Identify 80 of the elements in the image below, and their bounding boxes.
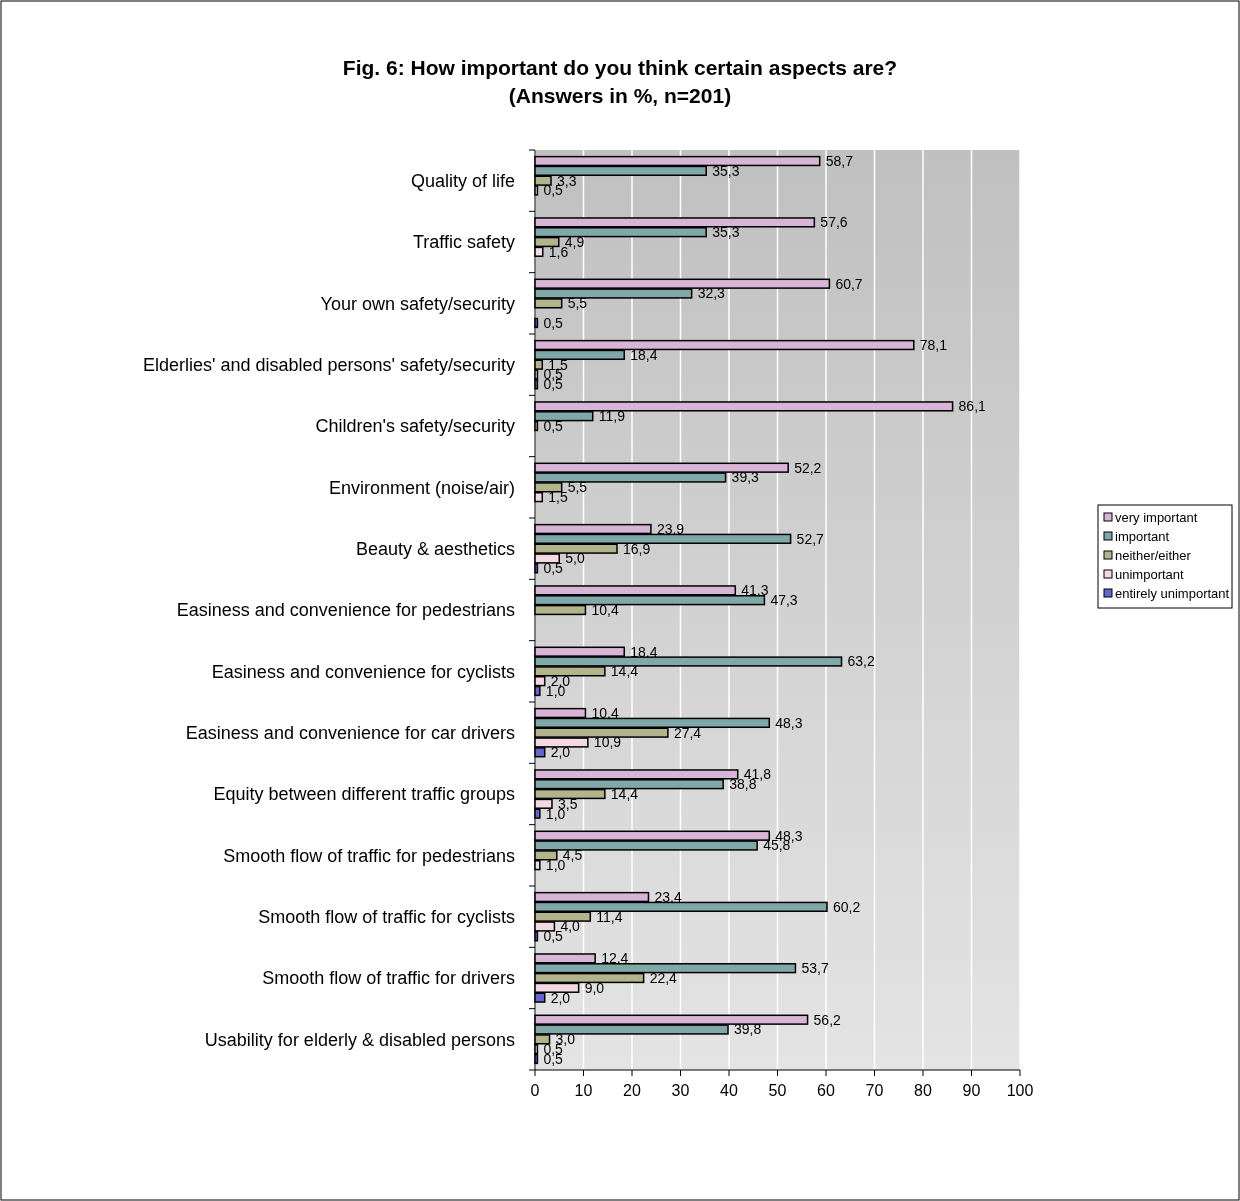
data-label: 0,5 [543,314,564,331]
legend-label: important [1115,528,1170,544]
legend-label: unimportant [1115,566,1185,582]
data-label: 32,3 [697,285,726,302]
data-label: 56,2 [813,1011,842,1028]
data-label: 27,4 [673,724,702,741]
data-label: 52,7 [796,530,825,547]
y-tick-label: Easiness and convenience for car drivers [185,722,515,743]
data-label: 35,3 [712,162,740,179]
data-label: 60,7 [835,275,863,292]
data-label: 41,3 [741,582,769,599]
data-label: 10,4 [591,704,619,721]
data-label: 1,0 [545,857,566,874]
x-tick-label: 30 [671,1082,690,1099]
data-label: 10,4 [591,601,619,618]
data-label: 47,3 [770,592,798,609]
data-label: 5,5 [567,295,588,312]
x-tick-label: 50 [768,1082,787,1099]
data-label: 2,0 [550,744,571,761]
data-label: 1,5 [548,489,568,506]
y-tick-label: Environment (noise/air) [328,477,515,498]
data-label: 39,8 [734,1021,762,1038]
data-label: 53,7 [801,960,829,977]
y-tick-label: Beauty & aesthetics [355,538,515,559]
y-tick-label: Smooth flow of traffic for cyclists [258,906,515,927]
data-label: 22,4 [649,969,678,986]
data-label: 16,9 [622,540,651,557]
x-tick-label: 40 [720,1082,738,1099]
data-label: 48,3 [775,714,803,731]
y-tick-label: Elderlies' and disabled persons' safety/security [142,354,515,375]
x-tick-label: 80 [914,1082,932,1099]
x-tick-label: 0 [530,1082,540,1099]
data-label: 14,4 [610,663,639,680]
data-label: 14,4 [610,785,639,802]
x-tick-label: 10 [574,1082,593,1099]
x-tick-label: 70 [865,1082,884,1099]
x-tick-label: 100 [1006,1082,1034,1099]
data-label: 86,1 [958,398,987,415]
data-label: 35,3 [712,224,740,241]
data-label: 57,6 [820,214,848,231]
data-label: 4,9 [564,233,585,250]
y-tick-label: Easiness and convenience for cyclists [211,661,515,682]
data-label: 11,9 [598,408,626,425]
chart-subtitle: (Answers in %, n=201) [508,84,732,107]
data-label: 0,5 [543,560,564,577]
data-label: 9,0 [584,979,605,996]
y-tick-label: Usability for elderly & disabled persons [204,1029,515,1050]
y-tick-label: Quality of life [410,170,515,191]
legend-label: very important [1115,509,1198,525]
data-label: 60,2 [832,898,861,915]
data-label: 5,5 [567,479,588,496]
x-tick-label: 60 [817,1082,835,1099]
y-tick-label: Traffic safety [412,232,515,253]
data-label: 52,2 [794,459,822,476]
data-label: 10,9 [593,734,622,751]
chart-title: Fig. 6: How important do you think certain aspects are? [342,56,898,79]
data-label: 5,0 [565,550,585,567]
data-label: 23,9 [656,520,685,537]
y-tick-label: Easiness and convenience for pedestrians [176,600,515,621]
y-tick-label: Smooth flow of traffic for pedestrians [223,845,515,866]
data-label: 11,4 [596,908,623,925]
y-tick-label: Children's safety/security [315,416,515,437]
data-label: 63,2 [847,653,875,670]
data-label: 58,7 [825,152,854,169]
data-label: 3,5 [557,795,578,812]
data-label: 39,3 [731,469,760,486]
data-label: 12,4 [601,950,629,967]
legend-label: neither/either [1115,547,1192,563]
y-tick-label: Equity between different traffic groups [213,784,515,805]
y-tick-label: Smooth flow of traffic for drivers [262,968,515,989]
data-label: 18,4 [630,643,658,660]
legend-label: entirely unimportant [1115,585,1230,601]
data-label: 0,5 [543,417,564,434]
x-tick-label: 20 [623,1082,641,1099]
data-label: 78,1 [919,336,948,353]
data-label: 23,4 [654,888,682,905]
x-tick-label: 90 [962,1082,981,1099]
y-tick-label: Your own safety/security [320,293,515,314]
data-label: 18,4 [630,346,658,363]
data-label: 2,0 [550,989,571,1006]
